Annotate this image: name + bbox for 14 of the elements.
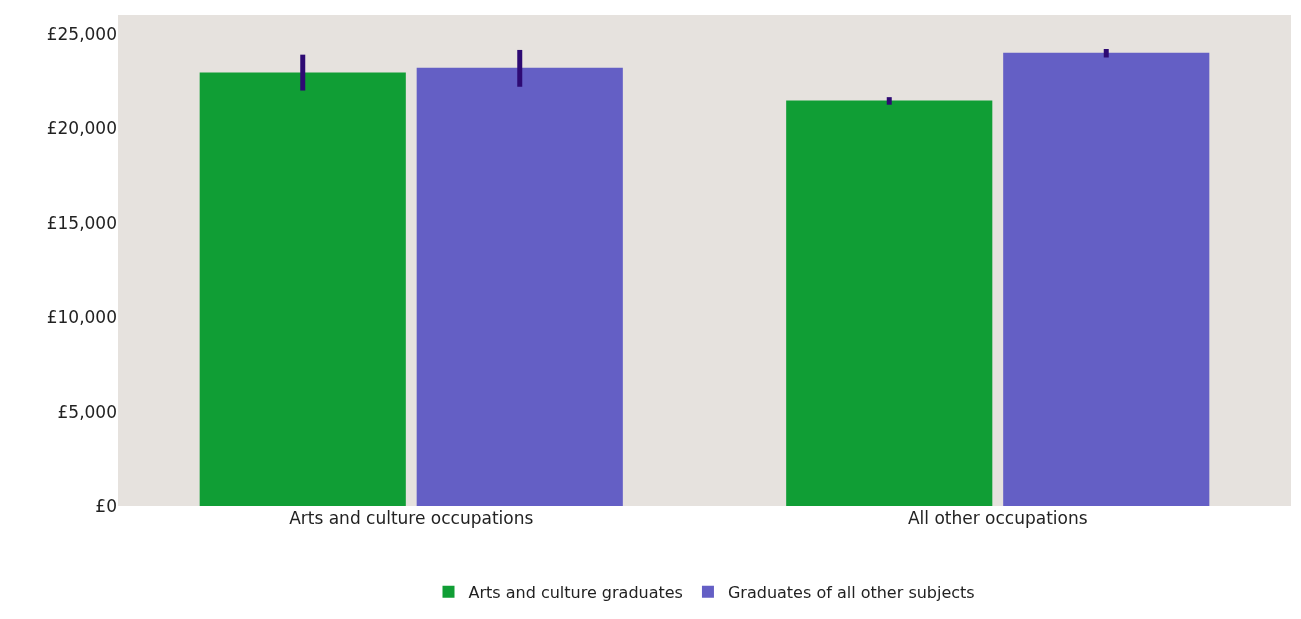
y-tick-label: £0 <box>95 495 117 516</box>
legend-label: Graduates of all other subjects <box>727 582 975 602</box>
bar <box>199 72 406 506</box>
y-tick-label: £15,000 <box>46 212 117 233</box>
bar <box>416 67 623 506</box>
x-tick-label: Arts and culture occupations <box>289 508 534 528</box>
x-tick-label: All other occupations <box>907 508 1088 528</box>
y-tick-label: £5,000 <box>57 401 117 422</box>
bar <box>1003 52 1210 506</box>
y-tick-label: £20,000 <box>46 118 117 139</box>
legend-label: Arts and culture graduates <box>468 582 683 602</box>
bar <box>786 100 993 506</box>
y-tick-label: £10,000 <box>46 307 117 328</box>
y-tick-label: £25,000 <box>46 23 117 44</box>
